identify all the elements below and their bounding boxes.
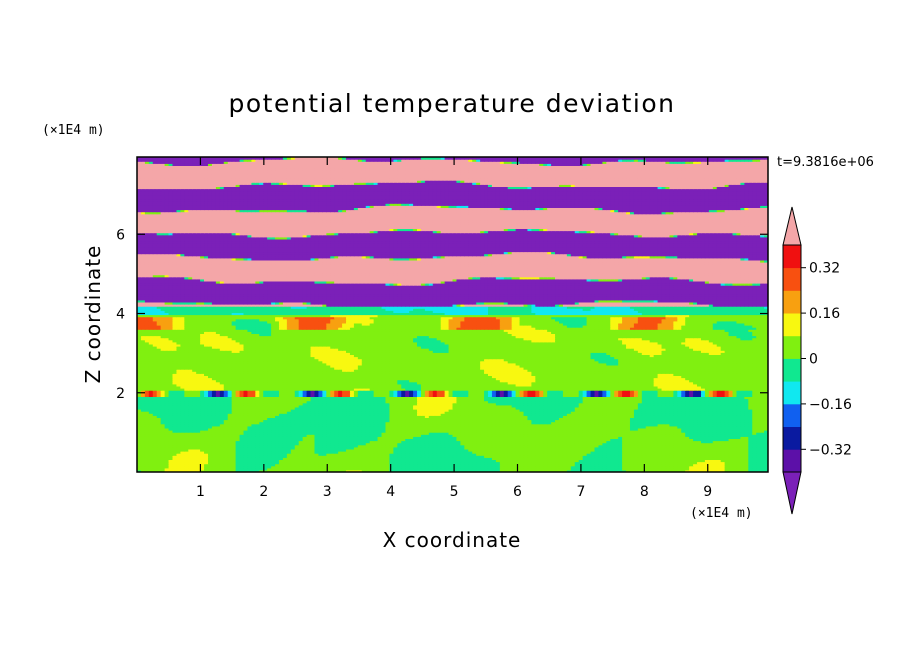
chart-title: potential temperature deviation (229, 89, 676, 118)
y-axis-unit: (×1E4 m) (42, 123, 105, 138)
time-label: t=9.3816e+06 (777, 155, 874, 170)
contour-field (137, 157, 769, 473)
